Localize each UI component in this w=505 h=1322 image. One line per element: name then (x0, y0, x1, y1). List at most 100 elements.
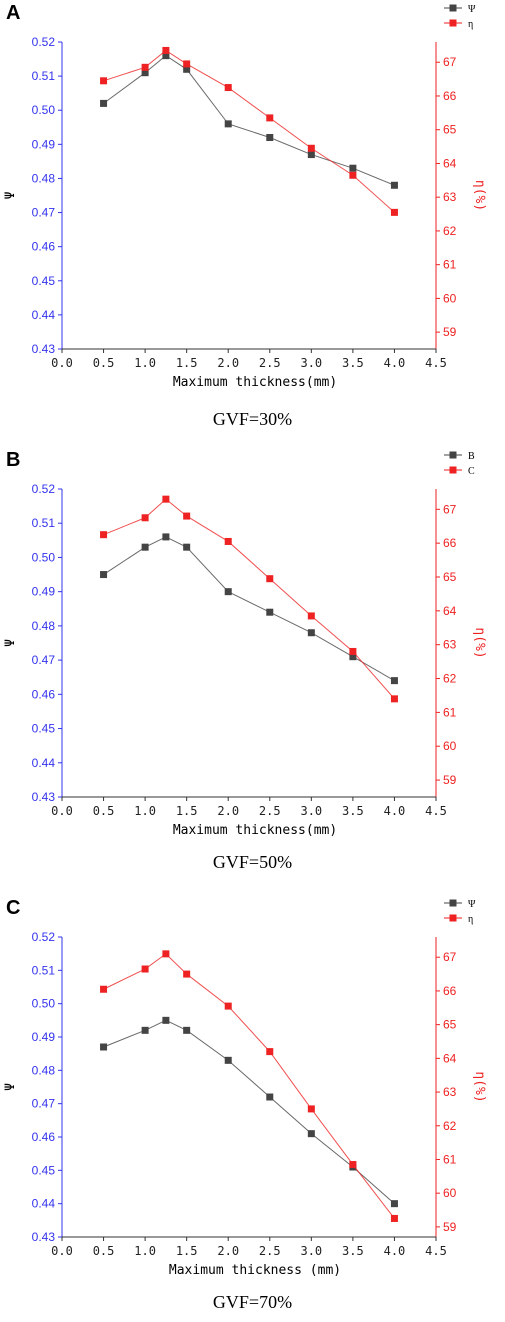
data-point (141, 965, 149, 973)
x-tick-label: 0.5 (93, 356, 115, 370)
legend-label: B (468, 451, 475, 462)
y-tick-label: 0.44 (32, 756, 56, 770)
y-right-tick-label: 64 (443, 156, 457, 170)
y-axis-title: Ψ (3, 191, 18, 199)
x-tick-label: 3.0 (300, 804, 322, 818)
data-point (266, 1093, 274, 1101)
y-right-tick-label: 65 (443, 123, 457, 137)
y-right-tick-label: 59 (443, 325, 457, 339)
x-tick-label: 0.0 (51, 1244, 73, 1258)
y-right-tick-label: 65 (443, 1018, 457, 1032)
data-point (183, 512, 191, 520)
data-point (307, 612, 315, 620)
y-tick-label: 0.49 (32, 1030, 56, 1044)
y-tick-label: 0.43 (32, 790, 56, 804)
x-tick-label: 0.0 (51, 804, 73, 818)
data-point (224, 588, 232, 596)
y-right-tick-label: 60 (443, 1186, 457, 1200)
y-right-tick-label: 63 (443, 190, 457, 204)
x-tick-label: 2.0 (217, 804, 239, 818)
y-tick-label: 0.49 (32, 585, 56, 599)
y-tick-label: 0.45 (32, 1163, 56, 1177)
x-tick-label: 3.5 (342, 804, 364, 818)
x-axis-title: Maximum thickness(mm) (173, 375, 337, 390)
x-tick-label: 1.5 (176, 1244, 198, 1258)
chart-panel-b: B 0.43 0.44 0.45 0.46 0.47 0.48 0.49 0.50 0.51 0.… (0, 447, 505, 887)
data-point (266, 608, 274, 616)
y-right-tick-label: 61 (443, 258, 457, 272)
data-point (266, 114, 274, 122)
data-point (162, 46, 170, 54)
chart-panel-c: C 0.43 0.44 0.45 0.46 0.47 0.48 0.49 0.50 0.51 0.… (0, 895, 505, 1322)
legend-label: C (468, 466, 475, 477)
data-point (141, 1026, 149, 1034)
y-right-tick-label: 66 (443, 536, 457, 550)
x-tick-label: 3.5 (342, 356, 364, 370)
panel-label-c: C (6, 897, 21, 919)
y-right-tick-label: 59 (443, 773, 457, 787)
x-tick-label: 4.0 (384, 804, 406, 818)
x-tick-label: 4.5 (425, 804, 447, 818)
y-right-axis-title: η(%) (472, 1071, 487, 1102)
x-axis-title: Maximum thickness (mm) (169, 1263, 341, 1278)
y-tick-label: 0.46 (32, 687, 56, 701)
y-right-tick-label: 65 (443, 570, 457, 584)
y-tick-label: 0.48 (32, 171, 56, 185)
y-right-tick-label: 66 (443, 89, 457, 103)
legend-label: Ψ (468, 4, 476, 15)
data-point (349, 171, 357, 179)
y-tick-label: 0.43 (32, 1230, 56, 1244)
y-right-tick-label: 60 (443, 291, 457, 305)
x-tick-label: 4.0 (384, 1244, 406, 1258)
chart-panel-a: A 0.43 0.44 0.45 0.46 0.47 0.48 0.49 0.50 0.51 0.… (0, 0, 505, 440)
y-tick-label: 0.48 (32, 1063, 56, 1077)
y-tick-label: 0.46 (32, 1130, 56, 1144)
legend-label: η (468, 914, 473, 925)
y-right-tick-label: 61 (443, 1152, 457, 1166)
y-right-tick-label: 62 (443, 1119, 457, 1133)
data-point (224, 1002, 232, 1010)
panel-label-a: A (6, 2, 21, 24)
data-point (390, 695, 398, 703)
y-right-tick-label: 64 (443, 604, 457, 618)
data-point (224, 537, 232, 545)
chart-svg-c: 0.430.440.450.460.470.480.490.500.510.52… (3, 899, 487, 1278)
y-right-tick-label: 62 (443, 672, 457, 686)
x-tick-label: 2.0 (217, 1244, 239, 1258)
y-tick-label: 0.52 (32, 482, 56, 496)
y-tick-label: 0.47 (32, 206, 56, 220)
legend-marker (449, 451, 457, 459)
y-right-axis-title: η(%) (472, 180, 487, 211)
data-point (266, 134, 274, 142)
data-point (100, 985, 108, 993)
data-point (224, 84, 232, 92)
caption-c: GVF=70% (212, 1292, 293, 1312)
x-tick-label: 1.0 (134, 356, 156, 370)
data-point (162, 1016, 170, 1024)
y-right-axis-title: η(%) (472, 627, 487, 658)
data-point (162, 533, 170, 541)
series-line-psi (103, 1019, 395, 1205)
legend-marker (449, 899, 457, 907)
data-point (100, 1043, 108, 1051)
data-point (224, 120, 232, 128)
x-tick-label: 4.5 (425, 1244, 447, 1258)
x-tick-label: 3.0 (300, 356, 322, 370)
data-point (349, 647, 357, 655)
data-point (349, 653, 357, 661)
y-tick-label: 0.50 (32, 103, 56, 117)
x-tick-label: 3.0 (300, 1244, 322, 1258)
x-tick-label: 2.5 (259, 1244, 281, 1258)
data-point (162, 52, 170, 60)
y-axis-title: Ψ (3, 639, 18, 647)
data-point (141, 514, 149, 522)
y-tick-label: 0.46 (32, 240, 56, 254)
y-tick-label: 0.52 (32, 930, 56, 944)
data-point (266, 575, 274, 583)
y-tick-label: 0.44 (32, 1197, 56, 1211)
y-tick-label: 0.48 (32, 619, 56, 633)
data-point (162, 950, 170, 958)
chart-svg-a: 0.430.440.450.460.470.480.490.500.510.52… (3, 4, 487, 390)
y-right-tick-label: 66 (443, 984, 457, 998)
data-point (183, 970, 191, 978)
